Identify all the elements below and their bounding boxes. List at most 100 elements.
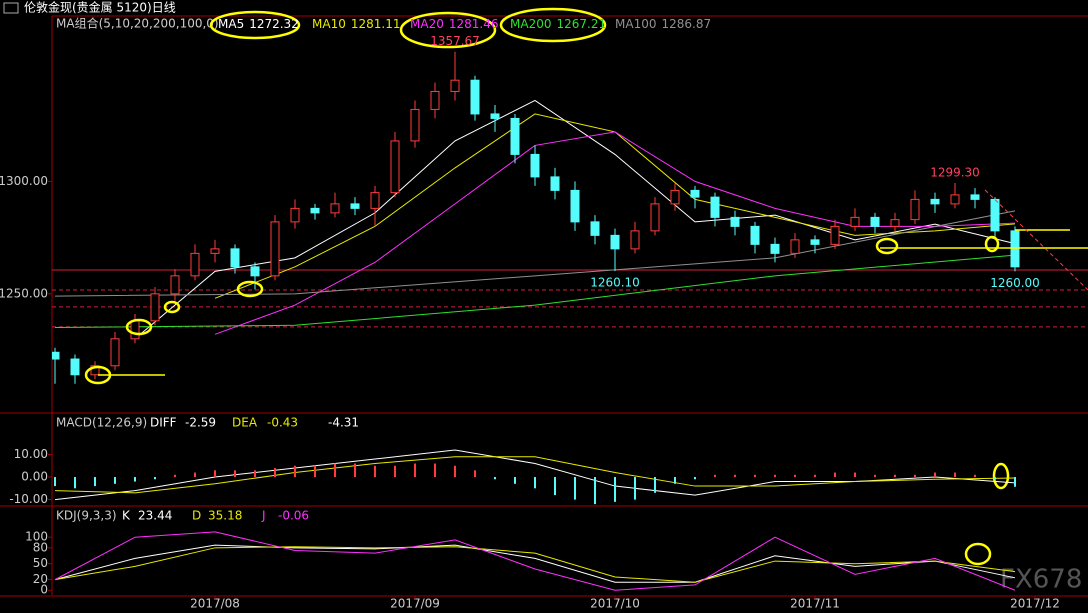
legend-entry: MA5 1272.32 xyxy=(218,17,299,31)
icon[interactable] xyxy=(3,2,19,14)
legend-name: MA5 xyxy=(218,17,244,31)
legend-value: 1272.32 xyxy=(249,17,299,31)
legend-name: MA100 xyxy=(615,17,656,31)
candle-body xyxy=(110,338,120,367)
legend-value: -4.31 xyxy=(328,416,359,430)
candle-body xyxy=(750,225,760,245)
legend-entry: MA10 1281.11 xyxy=(312,17,400,31)
highlight xyxy=(236,280,264,298)
candle-body xyxy=(270,221,280,277)
candle-body xyxy=(670,189,680,205)
candle-body xyxy=(1010,230,1020,268)
candle-body xyxy=(290,207,300,223)
trend-line xyxy=(984,189,1088,291)
y-tick-label: 1300.00 xyxy=(0,174,48,188)
panel-title: KDJ(9,3,3) xyxy=(56,509,117,523)
main-plot xyxy=(52,51,1088,384)
legend-value: -2.59 xyxy=(185,416,216,430)
candle-body xyxy=(70,358,80,376)
candle-body xyxy=(710,196,720,218)
legend-value: 1281.46 xyxy=(449,17,499,31)
x-tick-label: 2017/09 xyxy=(390,597,440,611)
candle-body xyxy=(210,248,220,254)
y-tick-label: 0.00 xyxy=(21,470,48,484)
indicator-line xyxy=(54,544,1016,583)
indicator-line xyxy=(54,531,1016,591)
legend-name: MA20 xyxy=(410,17,444,31)
legend-entry: MA200 1267.21 xyxy=(510,17,606,31)
y-tick-label: 100 xyxy=(25,530,48,544)
x-tick-label: 2017/11 xyxy=(790,597,840,611)
x-tick-label: 2017/08 xyxy=(190,597,240,611)
candle-body xyxy=(250,266,260,277)
x-tick-label: 2017/12 xyxy=(1010,597,1060,611)
y-tick-label: 50 xyxy=(33,556,48,570)
candle-body xyxy=(610,234,620,250)
legend-entry: MA100 1286.87 xyxy=(615,17,711,31)
candle-body xyxy=(370,192,380,209)
indicator-line xyxy=(214,131,1016,335)
candle-body xyxy=(950,194,960,205)
candle-body xyxy=(910,198,920,221)
legend-value: 23.44 xyxy=(138,509,172,523)
candle-body xyxy=(830,225,840,245)
candle-body xyxy=(690,189,700,198)
legend-name: J xyxy=(261,509,266,523)
legend-name: DIFF xyxy=(150,416,177,430)
legend-name: K xyxy=(122,509,131,523)
y-tick-label: -10.00 xyxy=(9,492,48,506)
candle-body xyxy=(590,221,600,236)
chart-title: 伦敦金现(贵金属 5120)日线 xyxy=(24,0,176,15)
candle-body xyxy=(130,320,140,340)
y-tick-label: 0 xyxy=(40,583,48,597)
candle-body xyxy=(470,79,480,115)
candle-body xyxy=(330,203,340,214)
indicator-line xyxy=(54,456,1016,494)
indicator-line xyxy=(54,210,1016,297)
highlight xyxy=(875,237,899,255)
panel-title: MACD(12,26,9) xyxy=(56,416,147,430)
candle-body xyxy=(490,113,500,119)
indicator-line xyxy=(54,254,1016,329)
candle-body xyxy=(52,351,60,360)
ma-title: MA组合(5,10,20,200,100,0) xyxy=(56,16,219,31)
y-tick-label: 1250.00 xyxy=(0,286,48,300)
price-annotation: 1299.30 xyxy=(930,165,980,179)
price-annotation: 1260.10 xyxy=(590,276,640,290)
legend-name: D xyxy=(192,509,201,523)
candle-body xyxy=(870,216,880,227)
candle-body xyxy=(730,216,740,227)
candle-body xyxy=(530,153,540,178)
candle-body xyxy=(650,203,660,232)
candle-body xyxy=(310,207,320,214)
legend-value: -0.06 xyxy=(278,509,309,523)
candle-body xyxy=(450,79,460,92)
price-annotation: 1260.00 xyxy=(990,276,1040,290)
candle-body xyxy=(190,252,200,277)
highlight xyxy=(992,462,1010,490)
candle-body xyxy=(90,365,100,376)
legend-name: MA10 xyxy=(312,17,346,31)
candle-body xyxy=(230,248,240,268)
candle-body xyxy=(390,140,400,194)
candle-body xyxy=(150,293,160,322)
candle-body xyxy=(890,219,900,227)
candle-body xyxy=(970,194,980,200)
x-tick-label: 2017/10 xyxy=(590,597,640,611)
watermark: FX678 xyxy=(1000,565,1082,595)
legend-name: DEA xyxy=(232,416,258,430)
legend-value: 35.18 xyxy=(208,509,242,523)
candle-body xyxy=(550,176,560,191)
legend-value: 1286.87 xyxy=(661,17,711,31)
legend-value: 1267.21 xyxy=(556,17,606,31)
candle-body xyxy=(630,230,640,250)
candle-body xyxy=(850,216,860,227)
highlight xyxy=(964,542,992,566)
y-tick-label: 10.00 xyxy=(14,447,48,461)
y-tick-label: 20 xyxy=(33,572,48,586)
annotations-drawn xyxy=(84,7,1088,566)
indicator-line xyxy=(54,546,1016,583)
highlight xyxy=(399,11,497,49)
indicator-line xyxy=(134,99,1016,340)
